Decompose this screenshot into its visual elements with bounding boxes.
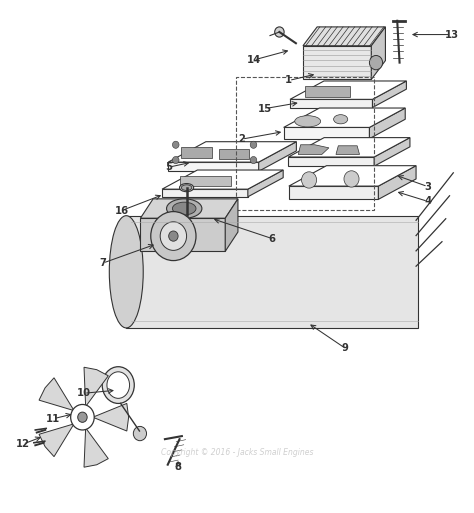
Polygon shape [39, 378, 74, 410]
Polygon shape [283, 127, 369, 139]
Text: 13: 13 [445, 30, 458, 40]
Text: 12: 12 [16, 439, 29, 449]
Circle shape [173, 156, 179, 164]
Polygon shape [140, 218, 225, 251]
Polygon shape [168, 142, 296, 162]
Polygon shape [219, 149, 249, 159]
Polygon shape [283, 108, 405, 127]
Polygon shape [369, 108, 405, 139]
Circle shape [344, 171, 359, 187]
Polygon shape [288, 137, 410, 157]
Text: 8: 8 [174, 462, 182, 472]
Text: 9: 9 [342, 343, 349, 353]
Polygon shape [374, 137, 410, 166]
Polygon shape [162, 189, 248, 197]
Ellipse shape [182, 185, 192, 190]
Ellipse shape [180, 184, 194, 192]
Text: 15: 15 [258, 104, 273, 113]
Polygon shape [162, 170, 283, 189]
Circle shape [151, 211, 196, 261]
Text: 14: 14 [246, 55, 261, 65]
Polygon shape [289, 186, 378, 200]
Polygon shape [225, 199, 238, 251]
Polygon shape [288, 157, 374, 166]
Circle shape [301, 172, 317, 188]
Ellipse shape [102, 367, 134, 403]
Polygon shape [303, 27, 385, 46]
Text: 2: 2 [238, 134, 245, 144]
Ellipse shape [173, 202, 196, 215]
Circle shape [71, 404, 94, 430]
Polygon shape [305, 86, 350, 97]
Circle shape [275, 27, 284, 37]
Polygon shape [181, 176, 231, 186]
Text: 11: 11 [46, 414, 60, 424]
Ellipse shape [295, 115, 320, 127]
Polygon shape [290, 81, 406, 100]
Text: 1: 1 [285, 75, 292, 86]
Polygon shape [182, 147, 211, 158]
Polygon shape [378, 166, 416, 200]
Polygon shape [93, 403, 128, 431]
Polygon shape [39, 424, 74, 457]
Polygon shape [303, 46, 371, 80]
Ellipse shape [107, 372, 129, 398]
Text: 3: 3 [424, 182, 431, 191]
Circle shape [173, 141, 179, 148]
Polygon shape [298, 145, 329, 154]
Circle shape [250, 156, 257, 164]
Polygon shape [289, 166, 416, 186]
Text: 6: 6 [269, 233, 276, 244]
Polygon shape [371, 27, 385, 80]
Polygon shape [290, 100, 373, 108]
Text: 7: 7 [99, 258, 106, 268]
Ellipse shape [166, 199, 202, 218]
Polygon shape [84, 428, 108, 467]
Circle shape [133, 426, 146, 441]
Text: 16: 16 [115, 206, 128, 215]
Polygon shape [168, 162, 259, 171]
Polygon shape [336, 146, 359, 154]
Text: 10: 10 [77, 388, 91, 398]
Polygon shape [140, 199, 238, 218]
Ellipse shape [109, 215, 143, 328]
Polygon shape [373, 81, 406, 108]
Text: Copyright © 2016 - Jacks Small Engines: Copyright © 2016 - Jacks Small Engines [161, 448, 313, 458]
Circle shape [169, 231, 178, 241]
Circle shape [160, 222, 187, 250]
Circle shape [250, 141, 257, 148]
Circle shape [369, 55, 383, 70]
Circle shape [78, 412, 87, 422]
Polygon shape [126, 215, 419, 328]
Text: 4: 4 [424, 196, 431, 206]
Polygon shape [259, 142, 296, 171]
Polygon shape [248, 170, 283, 197]
Ellipse shape [334, 115, 348, 124]
Text: 5: 5 [165, 162, 172, 172]
Polygon shape [84, 367, 108, 406]
